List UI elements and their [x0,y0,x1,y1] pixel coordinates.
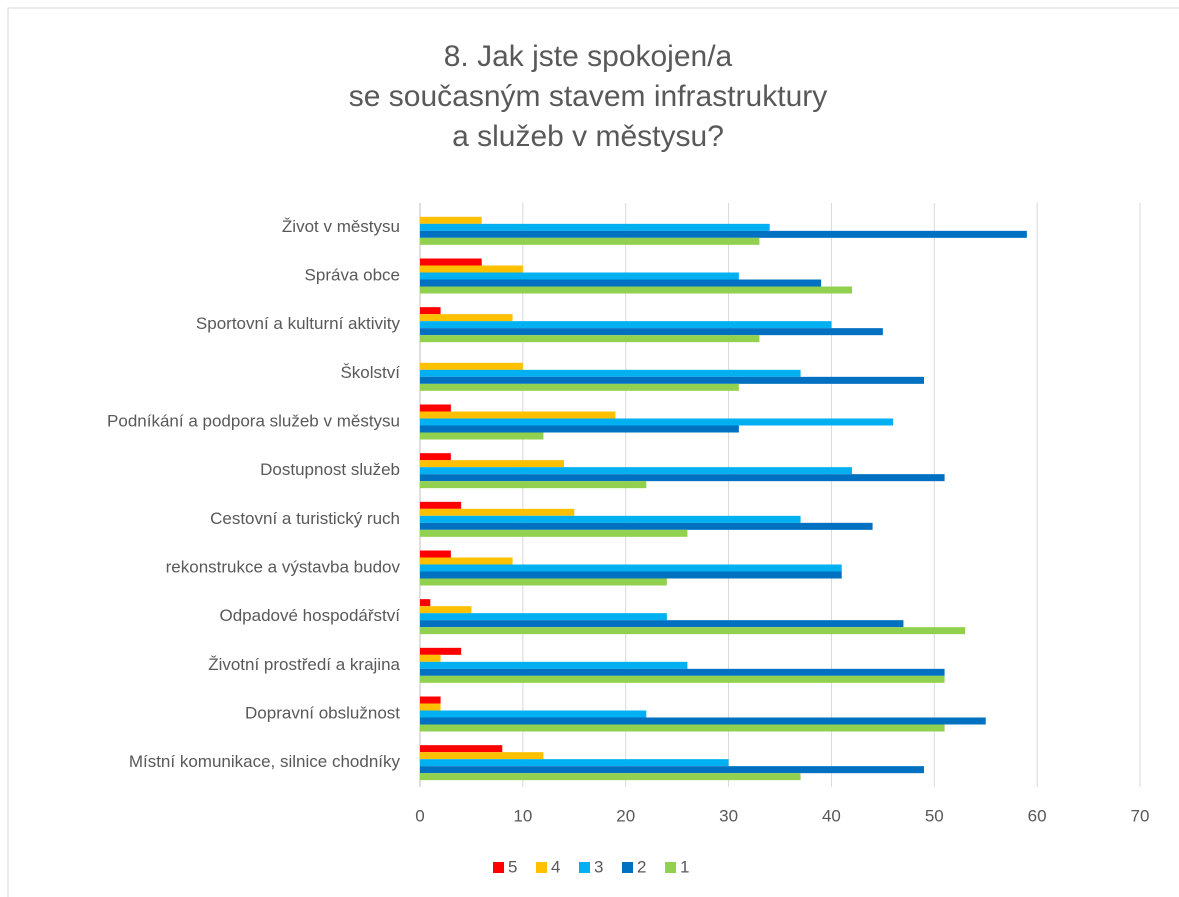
legend-label: 3 [594,857,603,876]
bar [420,710,647,718]
chart-title: se současným stavem infrastruktury [349,80,828,113]
bar [420,453,451,461]
bar [420,418,894,426]
bar [420,265,523,273]
bar [420,460,564,468]
legend-swatch [536,862,547,873]
bar [420,481,647,489]
bar [420,425,739,433]
bar [420,223,770,231]
y-tick-label: Dopravní obslužnost [245,703,400,722]
bar [420,383,739,391]
bar [420,307,441,315]
bar [420,703,441,711]
bar [420,272,739,280]
legend-swatch [579,862,590,873]
bar [420,467,852,475]
y-tick-label: Školství [340,363,400,382]
bar [420,696,441,704]
bar [420,599,431,607]
bar [420,529,688,537]
bar [420,321,832,329]
y-tick-label: Sportovní a kulturní aktivity [196,314,401,333]
bar [420,766,924,774]
bar [420,216,482,224]
bar [420,620,904,628]
bar [420,571,842,579]
bar [420,230,1027,238]
bar [420,404,451,412]
bar [420,717,986,725]
bar [420,335,760,343]
legend-swatch [493,862,504,873]
legend-swatch [665,862,676,873]
bar [420,557,513,565]
bar [420,515,801,523]
bar [420,661,688,669]
bar [420,522,873,530]
y-tick-label: Podníkání a podpora služeb v městysu [107,411,400,430]
bar [420,411,616,419]
bar [420,376,924,384]
bar [420,578,667,586]
y-tick-label: Místní komunikace, silnice chodníky [129,752,401,771]
bar [420,286,852,294]
bar [420,314,513,322]
x-tick-label: 70 [1131,806,1150,825]
bar [420,613,667,621]
bar [420,759,729,767]
bar [420,237,760,245]
x-tick-label: 60 [1028,806,1047,825]
chart-title: a služeb v městysu? [452,120,724,153]
bar [420,606,472,614]
bar [420,745,503,753]
x-tick-label: 50 [925,806,944,825]
x-tick-label: 0 [415,806,424,825]
y-tick-label: Cestovní a turistický ruch [210,509,400,528]
bar [420,328,883,336]
bar [420,508,575,516]
bar [420,564,842,572]
bar [420,279,822,287]
bar [420,647,462,655]
bar [420,362,523,370]
chart-title: 8. Jak jste spokojen/a [444,40,733,73]
y-tick-label: Životní prostředí a krajina [208,655,400,674]
x-tick-label: 40 [822,806,841,825]
y-tick-label: rekonstrukce a výstavba budov [166,557,401,576]
bar [420,432,544,440]
y-tick-label: Život v městysu [282,217,400,236]
bar [420,675,945,683]
x-tick-label: 10 [513,806,532,825]
bar [420,501,462,509]
legend-label: 1 [680,857,689,876]
legend-label: 4 [551,857,560,876]
y-tick-label: Správa obce [305,265,400,284]
bar [420,627,966,635]
chart-border [7,7,1179,897]
bar [420,668,945,676]
bar [420,474,945,482]
legend-swatch [622,862,633,873]
y-tick-label: Dostupnost služeb [260,460,400,479]
y-tick-label: Odpadové hospodářství [219,606,400,625]
bar [420,369,801,377]
bar [420,773,801,781]
bar [420,258,482,266]
bar [420,550,451,558]
x-tick-label: 30 [719,806,738,825]
legend-label: 5 [508,857,517,876]
bar [420,724,945,732]
bar [420,654,441,662]
x-tick-label: 20 [616,806,635,825]
bar [420,752,544,760]
legend-label: 2 [637,857,646,876]
